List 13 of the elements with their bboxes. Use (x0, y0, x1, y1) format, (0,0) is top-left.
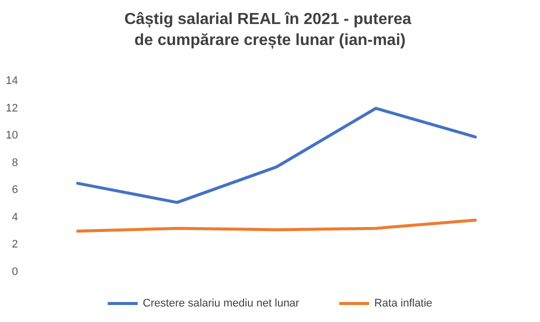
y-tick-label: 8 (12, 156, 18, 169)
y-tick-label: 6 (12, 184, 18, 196)
y-tick-label: 12 (6, 102, 18, 114)
y-tick-label: 10 (6, 130, 18, 142)
chart-title: Câștig salarial REAL în 2021 - puterea de cumpărare crește lunar (ian-mai) (124, 11, 416, 49)
y-tick-label: 14 (6, 75, 18, 87)
line-series (76, 106, 477, 204)
y-tick-label: 2 (12, 238, 18, 251)
legend-label: Crestere salariu mediu net lunar (142, 298, 300, 310)
line-series (76, 218, 477, 233)
y-tick-label: 0 (12, 266, 18, 278)
y-tick-label: 4 (12, 211, 18, 224)
legend-label: Rata inflatie (374, 298, 432, 310)
